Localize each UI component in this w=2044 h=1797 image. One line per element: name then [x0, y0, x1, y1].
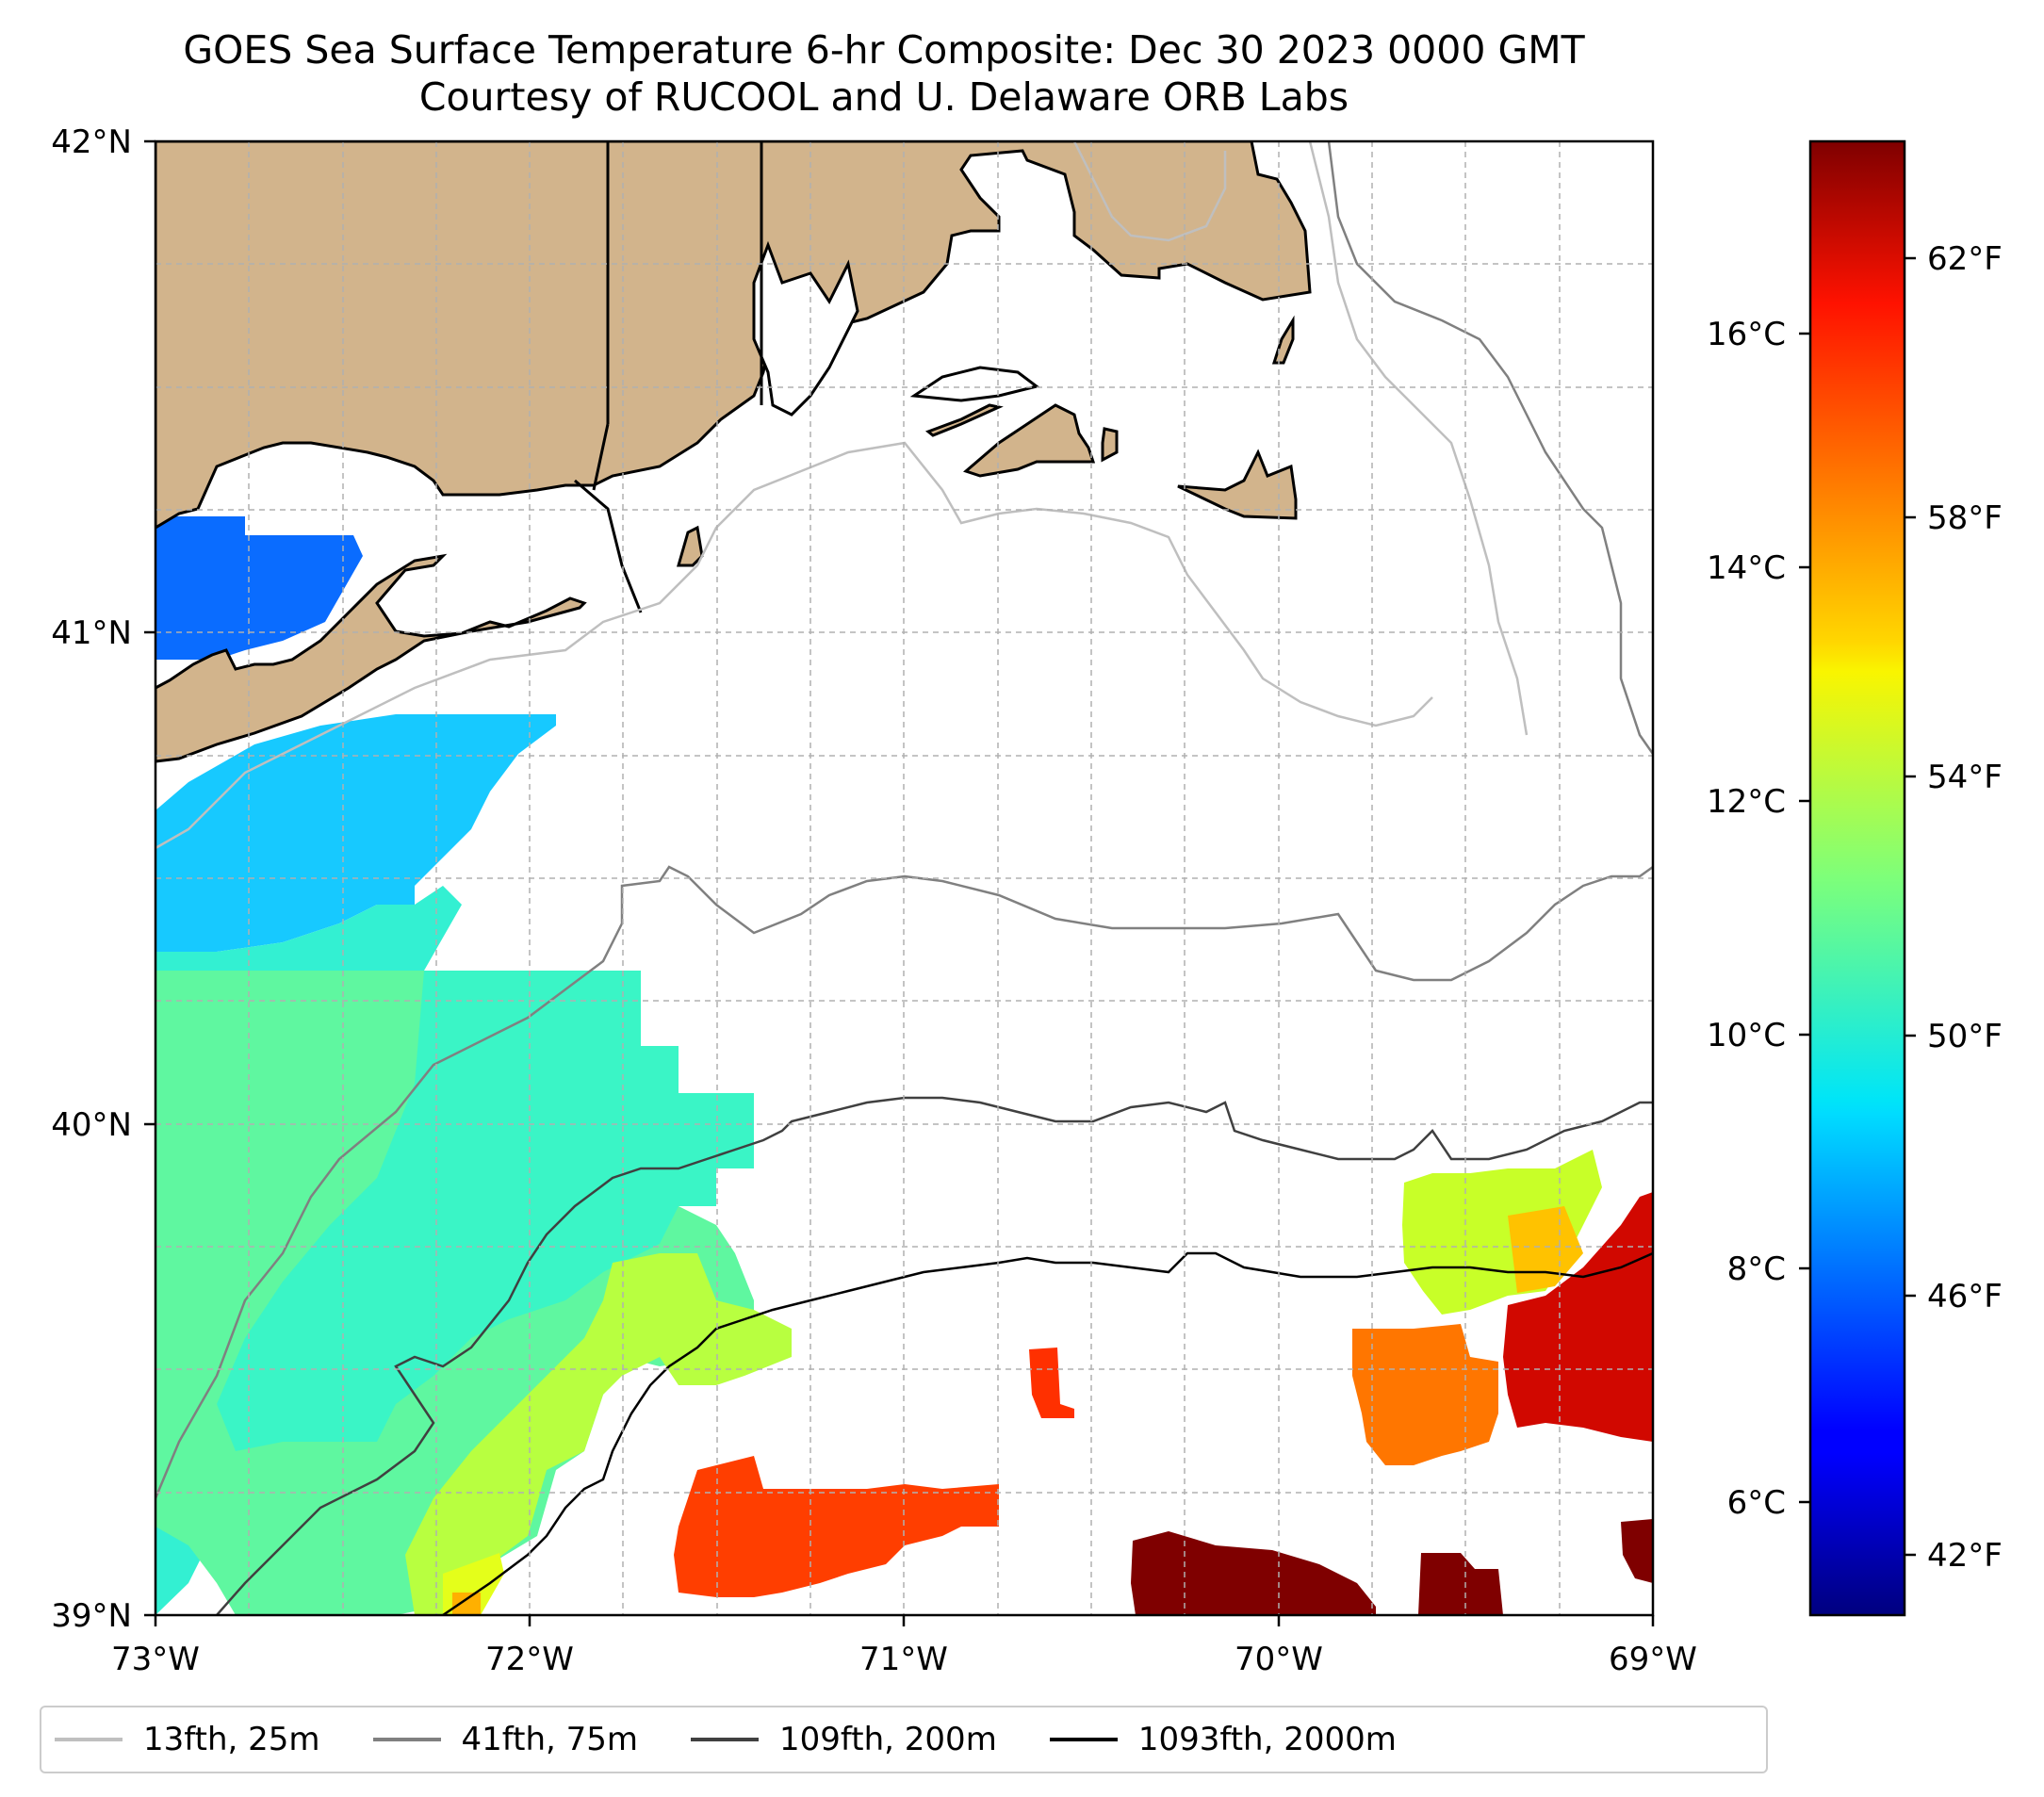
x-tick-label: 71°W [859, 1641, 948, 1678]
x-tick-label: 72°W [485, 1641, 574, 1678]
y-tick-label: 42°N [51, 123, 132, 161]
contour-200m [216, 1096, 1653, 1615]
colorbar-fahrenheit-label: 46°F [1927, 1278, 2003, 1315]
colorbar-celsius-label: 16°C [1707, 316, 1786, 353]
sst-patch-red-small [1029, 1348, 1074, 1418]
map-content [155, 141, 1653, 1615]
contour-75m [155, 865, 1653, 1499]
sst-patch-red-south [674, 1456, 999, 1597]
sst-patch-darkred-south [1131, 1531, 1376, 1615]
legend-item-25m: 13fth, 25m [55, 1721, 320, 1758]
sst-patch-darkred-southeast [1418, 1553, 1503, 1615]
sst-patch-deepred-east [1503, 1192, 1653, 1442]
chart-title: GOES Sea Surface Temperature 6-hr Compos… [0, 26, 1768, 121]
legend-item-200m: 109fth, 200m [691, 1721, 997, 1758]
y-tick-label: 41°N [51, 614, 132, 652]
legend-label: 1093fth, 2000m [1137, 1721, 1397, 1758]
title-line-2: Courtesy of RUCOOL and U. Delaware ORB L… [418, 74, 1349, 120]
legend-label: 13fth, 25m [143, 1721, 320, 1758]
sst-patch-southwest-orange [452, 1593, 481, 1615]
colorbar-celsius-label: 14°C [1707, 549, 1786, 587]
sst-patch-cold-northwest [155, 516, 363, 660]
colorbar-fahrenheit-label: 54°F [1927, 759, 2003, 796]
title-line-1: GOES Sea Surface Temperature 6-hr Compos… [183, 27, 1585, 73]
axis-ticks [144, 139, 1655, 1626]
narragansett-bay [752, 240, 859, 417]
colorbar-celsius-label: 8°C [1727, 1250, 1786, 1288]
state-borders [574, 141, 763, 613]
legend-item-2000m: 1093fth, 2000m [1049, 1721, 1397, 1758]
sst-data-layer [155, 516, 1653, 1615]
colorbar-fahrenheit-label: 50°F [1927, 1018, 2003, 1055]
legend-swatch [55, 1738, 123, 1741]
bathymetry-layer [155, 141, 1653, 1615]
border-maritime [574, 479, 643, 613]
x-tick-label: 73°W [111, 1641, 200, 1678]
land-long-island [155, 553, 587, 763]
colorbar-fahrenheit-label: 62°F [1927, 240, 2003, 278]
y-tick-label: 39°N [51, 1597, 132, 1635]
buzzards-bay [909, 366, 1040, 402]
sst-patch-shelf-yellowgreen [405, 1253, 792, 1615]
land-block-island [677, 525, 704, 567]
land-elizabeth-islands [924, 403, 1004, 437]
land-chappaquiddick [1101, 427, 1119, 463]
contour-25m [155, 441, 1433, 850]
x-tick-labels: 73°W 72°W 71°W 70°W 69°W [111, 1641, 1697, 1678]
colorbar-gradient [1808, 139, 1906, 1617]
legend: 13fth, 25m 41fth, 75m 109fth, 200m 1093f… [40, 1706, 1768, 1773]
colorbar: 6°C 8°C 10°C 12°C 14°C 16°C 42°F 46°F 50… [1707, 139, 2003, 1617]
border-ny-ct-south [592, 423, 610, 491]
legend-label: 41fth, 75m [461, 1721, 639, 1758]
land-layer [155, 141, 1312, 763]
legend-swatch [691, 1738, 760, 1741]
contour-25m-north [1072, 141, 1227, 242]
contour-25m-shoals [1308, 141, 1529, 736]
colorbar-fahrenheit-label: 42°F [1927, 1537, 2003, 1575]
gridlines [155, 141, 1653, 1615]
bays-layer [752, 240, 1040, 417]
sst-patch-nearshore-cyan [155, 714, 556, 952]
colorbar-celsius-label: 12°C [1707, 783, 1786, 821]
x-tick-label: 70°W [1235, 1641, 1323, 1678]
x-tick-label: 69°W [1609, 1641, 1697, 1678]
y-tick-label: 40°N [51, 1106, 132, 1144]
colorbar-celsius-label: 6°C [1727, 1484, 1786, 1522]
legend-swatch [372, 1738, 441, 1741]
land-new-england [155, 141, 1312, 530]
sst-patch-orange-east [1352, 1324, 1498, 1465]
legend-swatch [1049, 1738, 1118, 1741]
legend-item-75m: 41fth, 75m [372, 1721, 639, 1758]
y-tick-labels: 39°N 40°N 41°N 42°N [51, 123, 132, 1635]
contour-2000m [442, 1251, 1653, 1615]
colorbar-celsius-label: 10°C [1707, 1017, 1786, 1054]
contour-75m-north [1327, 141, 1653, 755]
legend-label: 109fth, 200m [779, 1721, 997, 1758]
colorbar-fahrenheit-label: 58°F [1927, 499, 2003, 537]
land-marthas-vineyard [963, 403, 1096, 478]
sst-patch-shelf-teal [217, 971, 754, 1451]
sst-patch-darkred-east-corner [1621, 1519, 1653, 1583]
land-nantucket [1177, 449, 1298, 520]
